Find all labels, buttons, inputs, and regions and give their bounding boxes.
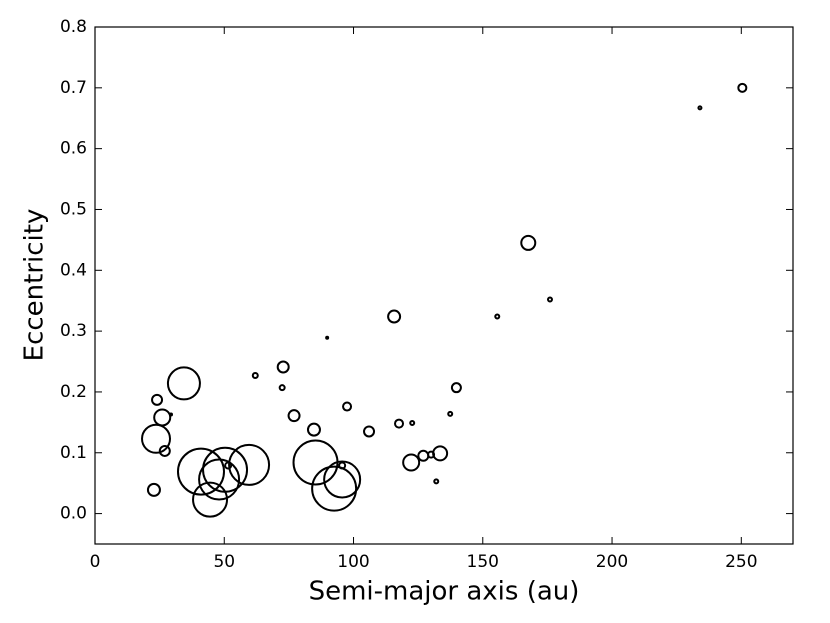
y-tick-label: 0.1 xyxy=(60,443,87,463)
point xyxy=(342,401,353,412)
point xyxy=(450,382,462,394)
y-tick-label: 0.7 xyxy=(60,78,87,98)
y-axis-label: Eccentricity xyxy=(20,209,50,362)
y-tick-label: 0.4 xyxy=(60,260,87,280)
point xyxy=(166,366,201,401)
point xyxy=(363,425,376,438)
point xyxy=(546,296,553,303)
point xyxy=(417,449,430,462)
point xyxy=(158,444,171,457)
point xyxy=(432,445,449,462)
x-tick-label: 50 xyxy=(213,552,235,572)
x-tick-label: 200 xyxy=(596,552,628,572)
point xyxy=(402,453,421,472)
point xyxy=(325,335,330,340)
point xyxy=(433,478,440,485)
y-tick-label: 0.2 xyxy=(60,382,87,402)
point xyxy=(198,458,241,501)
point xyxy=(276,360,290,374)
x-axis-label: Semi-major axis (au) xyxy=(309,577,580,607)
x-tick-label: 250 xyxy=(725,552,757,572)
y-tick-label: 0.0 xyxy=(60,504,87,524)
point xyxy=(192,481,229,518)
point xyxy=(447,410,454,417)
point xyxy=(323,460,362,499)
point xyxy=(338,461,347,470)
point xyxy=(737,82,748,93)
x-tick-label: 100 xyxy=(337,552,369,572)
point xyxy=(228,443,271,486)
point xyxy=(494,313,501,320)
point xyxy=(151,393,164,406)
point xyxy=(176,447,225,496)
y-tick-label: 0.5 xyxy=(60,199,87,219)
y-tick-label: 0.6 xyxy=(60,139,87,159)
point xyxy=(306,422,321,437)
point xyxy=(520,234,537,251)
point xyxy=(153,408,172,427)
point xyxy=(146,482,161,497)
x-tick-label: 0 xyxy=(90,552,101,572)
point xyxy=(394,418,405,429)
point xyxy=(287,409,301,423)
point xyxy=(409,419,416,426)
point xyxy=(169,412,174,417)
x-tick-label: 150 xyxy=(467,552,499,572)
point xyxy=(278,384,286,392)
plot-frame xyxy=(94,26,794,545)
point xyxy=(202,446,249,493)
y-tick-label: 0.3 xyxy=(60,321,87,341)
y-tick-label: 0.8 xyxy=(60,17,87,37)
point xyxy=(141,423,172,454)
point xyxy=(251,372,259,380)
point xyxy=(697,105,703,111)
point xyxy=(311,465,358,512)
point xyxy=(387,309,402,324)
